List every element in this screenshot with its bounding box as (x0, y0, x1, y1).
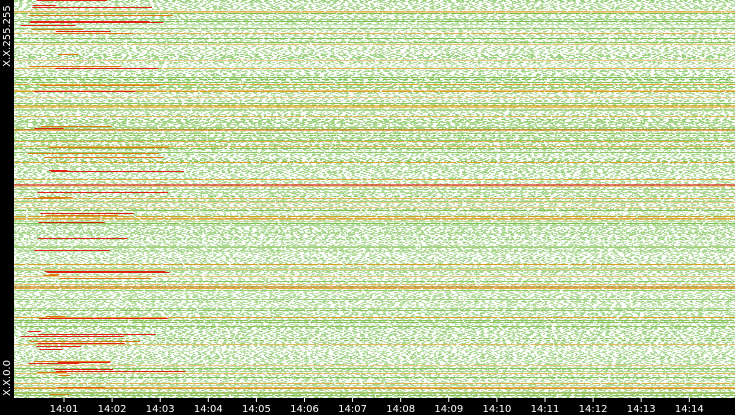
x-tick-label: 14:10 (482, 404, 511, 415)
y-label: X.X.255.255 (2, 5, 13, 66)
x-tick-label: 14:07 (338, 404, 367, 415)
x-tick-label: 14:05 (242, 404, 271, 415)
x-tick-label: 14:04 (194, 404, 223, 415)
y-label: X.X.0.0 (2, 360, 13, 396)
traffic-texture (14, 0, 735, 398)
x-tick-label: 14:03 (146, 404, 175, 415)
x-tick-label: 14:08 (386, 404, 415, 415)
x-tick-label: 14:12 (579, 404, 608, 415)
x-tick-label: 14:09 (434, 404, 463, 415)
x-tick-label: 14:14 (675, 404, 704, 415)
x-tick-label: 14:13 (627, 404, 656, 415)
x-tick-label: 14:02 (98, 404, 127, 415)
x-tick-label: 14:11 (531, 404, 560, 415)
x-tick-label: 14:01 (50, 404, 79, 415)
x-tick-label: 14:06 (290, 404, 319, 415)
